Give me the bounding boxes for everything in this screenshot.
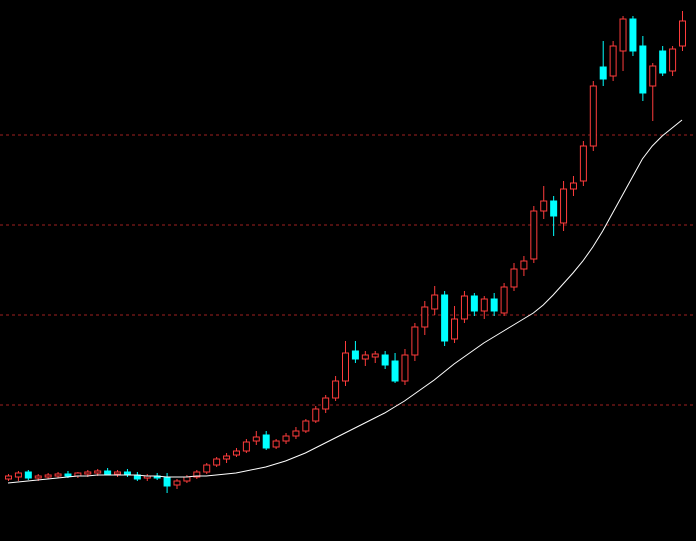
candle-body [5, 475, 12, 480]
candle-body [163, 476, 171, 487]
candle-body [84, 471, 92, 475]
candle-body [292, 430, 300, 437]
candle-body [371, 353, 379, 358]
candle-body [242, 441, 250, 452]
candle-body [223, 455, 231, 460]
candle-body [431, 294, 439, 310]
candle-body [579, 145, 587, 182]
candle-body [34, 475, 42, 479]
candle-body [480, 298, 488, 312]
candle-body [460, 295, 468, 320]
candle-body [282, 435, 290, 442]
moving-average-line [7, 119, 683, 484]
candle-body [173, 480, 181, 486]
candle-body [550, 200, 558, 217]
candle-body [619, 18, 627, 52]
candle-body [262, 434, 270, 449]
candle-body [232, 450, 240, 456]
candle-body [441, 294, 449, 342]
candle-body [560, 188, 568, 224]
candle-body [540, 200, 548, 212]
candle-body [510, 268, 518, 288]
candle-body [252, 436, 260, 442]
candle-body [351, 350, 359, 360]
candle-body [589, 85, 597, 147]
candle-body [599, 66, 607, 80]
candle-body [679, 20, 686, 47]
candle-body [183, 476, 191, 482]
candle-body [490, 298, 498, 312]
candle-body [381, 354, 389, 366]
candle-body [14, 472, 22, 478]
candle-body [44, 474, 52, 478]
candle-body [272, 440, 280, 448]
candle-body [391, 360, 399, 382]
candle-body [649, 65, 657, 87]
candle-body [470, 295, 478, 312]
candle-body [609, 45, 617, 77]
candle-body [500, 286, 508, 314]
candle-body [24, 471, 32, 479]
candle-body [659, 50, 667, 74]
candle-body [213, 458, 221, 466]
candle-body [64, 473, 72, 477]
candle-body [203, 464, 211, 473]
candle-body [451, 318, 459, 340]
candle-body [401, 354, 409, 382]
candle-body [530, 210, 538, 260]
candle-body [629, 18, 637, 52]
candle-body [639, 45, 647, 94]
candle-body [520, 260, 528, 270]
candle-body [94, 470, 102, 474]
candle-body [193, 471, 201, 478]
candle-body [332, 380, 340, 399]
candle-body [411, 326, 419, 356]
candle-body [421, 306, 429, 328]
candle-body [569, 182, 577, 190]
candle-body [104, 470, 112, 475]
candle-body [312, 408, 320, 422]
candle-body [669, 48, 677, 72]
candle-body [302, 420, 310, 432]
candle-body [54, 473, 62, 477]
candle-body [322, 397, 330, 410]
candle-body [114, 471, 122, 475]
candle-body [342, 352, 349, 382]
candle-body [361, 354, 369, 360]
